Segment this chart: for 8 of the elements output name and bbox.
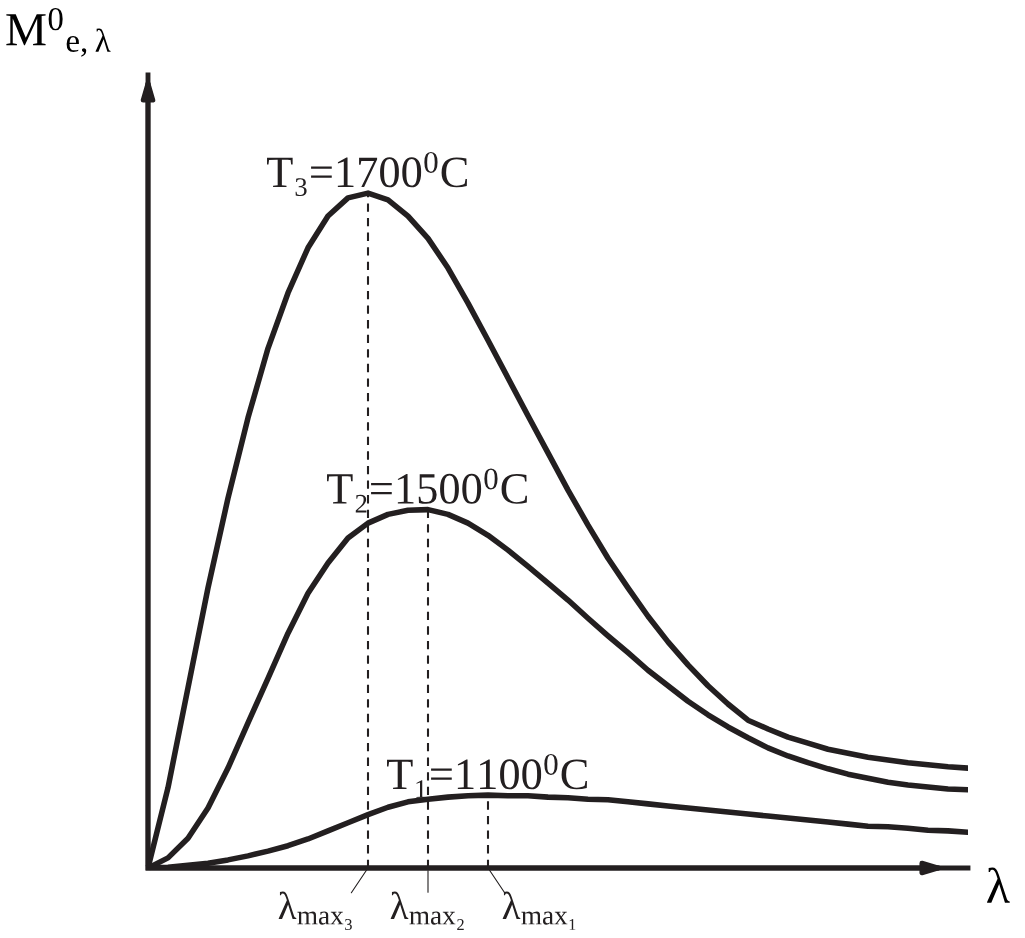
text: λ$_{max₁}$ xyxy=(502,891,576,930)
x-axis-title: λ xyxy=(987,867,1010,903)
series-label: T₂=1500$^{0}$C xyxy=(327,468,527,513)
text: λ$_{max₃}$ xyxy=(278,891,352,930)
series-label: T₁=1100$^{0}$C xyxy=(387,753,587,798)
series-label: T₃=1700$^{0}$C xyxy=(267,151,467,197)
y-axis-title: M$^{0}$$_{e,λ}$ xyxy=(6,8,111,57)
text: λ$_{max₂}$ xyxy=(390,891,464,930)
